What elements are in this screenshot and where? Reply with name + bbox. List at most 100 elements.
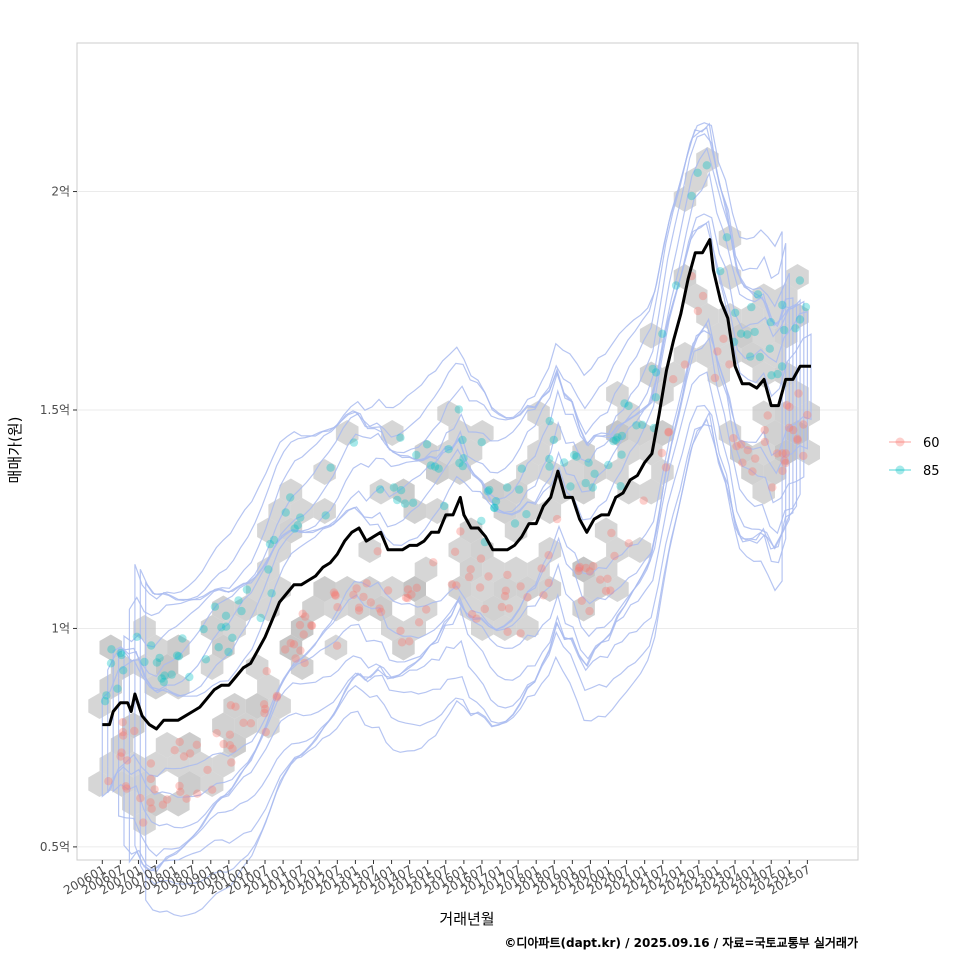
transaction-point [544,578,553,588]
transaction-point [269,535,279,545]
transaction-point [585,567,594,576]
transaction-point [239,718,248,727]
transaction-point [500,591,510,601]
transaction-point [330,590,340,599]
transaction-point [224,647,233,657]
density-contour [123,146,798,871]
transaction-point [767,371,776,380]
hex-bin [403,615,426,641]
transaction-point [146,759,156,768]
transaction-point [760,437,770,447]
transaction-point [221,622,231,631]
transaction-point [737,440,746,449]
transaction-point [781,458,790,468]
transaction-point [122,756,132,765]
hex-bin [167,634,190,661]
hex-bin [223,693,246,719]
transaction-point [671,281,681,290]
transaction-point [259,700,269,709]
transaction-point [407,590,416,599]
transaction-point [295,620,305,630]
line-layer [102,238,811,731]
transaction-point [118,727,128,737]
transaction-point [782,401,792,410]
hex-bin [752,322,775,349]
transaction-point [785,423,794,432]
transaction-point [620,399,629,408]
transaction-point [669,375,678,384]
transaction-point [466,565,475,574]
y-tick-label: 2억 [51,185,70,199]
transaction-point [459,454,468,463]
density-contour [107,222,808,798]
transaction-point [349,590,358,599]
hex-bin [414,556,438,583]
hex-bin [448,537,471,563]
hex-bin [741,342,764,368]
hex-bin [718,225,742,251]
transaction-point [710,373,720,383]
transaction-point [607,528,616,538]
transaction-point [264,565,273,574]
hex-bin [448,576,471,602]
hex-bin [245,693,269,719]
transaction-point [485,485,494,495]
hex-bin [752,400,775,427]
transaction-point [329,588,339,597]
transaction-point [472,614,481,623]
transaction-point [281,508,290,517]
transaction-point [510,519,520,528]
transaction-point [301,612,310,621]
hex-bin [426,459,449,485]
transaction-point [753,290,763,299]
transaction-point [201,655,211,664]
transaction-point [743,446,752,455]
transaction-point [167,670,176,679]
hex-bin [538,576,562,602]
transaction-point [290,524,299,533]
transaction-point [130,726,139,736]
hex-bin [538,420,562,446]
transaction-point [106,659,116,668]
transaction-point [680,360,690,369]
transaction-point [146,798,155,807]
transaction-point [456,527,465,536]
hex-bin [459,517,483,544]
transaction-point [725,360,734,369]
hex-bin [178,771,201,797]
transaction-point [799,451,808,461]
legend-label-85: 85 [923,464,940,479]
transaction-point [307,621,316,630]
legend-key-85 [895,465,905,475]
hex-bin [459,556,483,583]
hex-bin [167,751,190,778]
transaction-point [226,701,235,710]
hex-bin [437,400,460,427]
hex-bin [482,556,505,583]
hex-bin [88,693,111,719]
transaction-point [150,785,159,794]
transaction-point [760,425,769,435]
transaction-point [651,393,660,402]
transaction-point [440,501,449,511]
transaction-point [354,606,364,615]
transaction-point [405,637,414,646]
transaction-point [162,795,172,804]
hex-bin [212,751,235,778]
transaction-point [484,572,493,581]
transaction-point [584,458,593,467]
transaction-point [539,591,548,600]
transaction-point [261,704,270,714]
transaction-point [544,551,553,560]
hex-bin [561,459,584,485]
hex-bin [122,790,145,817]
transaction-point [299,630,308,639]
transaction-point [217,623,226,632]
transaction-point [307,621,317,630]
transaction-point [332,641,342,650]
transaction-point [397,638,407,647]
transaction-point [119,731,128,740]
transaction-point [503,627,512,636]
